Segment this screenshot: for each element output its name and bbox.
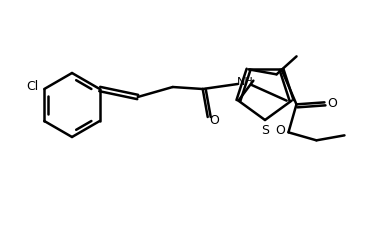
- Text: O: O: [276, 124, 285, 137]
- Text: O: O: [327, 97, 338, 110]
- Text: Cl: Cl: [26, 79, 39, 92]
- Text: S: S: [261, 124, 269, 137]
- Text: NH: NH: [237, 77, 254, 87]
- Text: O: O: [209, 114, 218, 127]
